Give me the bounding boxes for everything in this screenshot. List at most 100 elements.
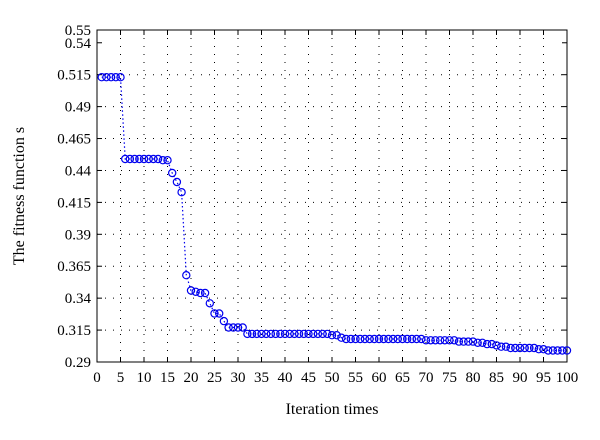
x-tick-label: 75	[442, 370, 457, 386]
data-point	[497, 342, 506, 351]
x-tick-label: 100	[556, 370, 579, 386]
y-tick-label: 0.465	[57, 132, 91, 148]
data-point	[487, 339, 496, 349]
y-tick-label: 0.55	[65, 23, 91, 39]
data-point	[539, 345, 548, 354]
y-tick-label: 0.365	[57, 259, 91, 275]
data-point	[341, 334, 351, 344]
data-point	[478, 338, 487, 347]
data-point	[280, 329, 290, 339]
data-point	[243, 329, 252, 339]
data-point	[365, 334, 374, 344]
data-point	[511, 343, 520, 353]
data-point	[276, 329, 285, 339]
data-point	[233, 323, 243, 332]
data-point	[186, 286, 196, 295]
data-point	[529, 343, 539, 353]
data-point	[177, 187, 186, 197]
data-point	[426, 336, 435, 345]
data-point	[520, 343, 529, 353]
data-point	[370, 334, 379, 344]
x-tick-label: 0	[93, 370, 101, 386]
data-point	[318, 329, 327, 339]
data-point	[548, 346, 558, 355]
y-tick-label: 0.415	[57, 195, 91, 211]
data-point	[417, 334, 426, 344]
data-point	[525, 343, 534, 353]
y-tick-label: 0.515	[57, 68, 91, 84]
data-point	[464, 337, 473, 346]
x-tick-label: 55	[348, 370, 363, 386]
data-point	[393, 334, 402, 344]
data-point	[149, 154, 158, 164]
y-tick-label: 0.39	[65, 227, 91, 243]
data-point	[130, 154, 139, 164]
data-point	[313, 329, 323, 339]
data-point	[407, 334, 417, 344]
y-tick-label: 0.29	[65, 355, 91, 371]
x-tick-label: 90	[513, 370, 528, 386]
x-tick-label: 5	[117, 370, 125, 386]
y-tick-label: 0.44	[65, 163, 92, 179]
x-tick-label: 50	[325, 370, 340, 386]
data-point	[163, 155, 172, 165]
data-point	[506, 343, 515, 353]
data-point	[139, 154, 149, 164]
series-line	[101, 76, 567, 352]
y-tick-label: 0.315	[57, 323, 91, 339]
data-point	[299, 329, 308, 339]
data-point	[262, 329, 271, 339]
data-point	[473, 338, 482, 347]
data-point	[285, 329, 294, 339]
data-point	[337, 333, 346, 342]
y-axis: 0.29 0.315 0.34 0.365 0.39 0.415 0.44 0.465 0.49…	[57, 23, 567, 371]
data-point	[445, 336, 454, 345]
data-point	[450, 336, 459, 345]
data-point	[271, 329, 280, 339]
data-point	[200, 288, 210, 298]
data-point	[266, 329, 276, 339]
x-axis-title: Iteration times	[286, 401, 379, 418]
x-tick-label: 65	[395, 370, 410, 386]
data-point	[360, 334, 370, 344]
x-axis: 0 5 10 15 20 25 30 35 40 45 50 55 60 65 70 75 80 85 90 95 10…	[93, 30, 578, 386]
plot-frame	[96, 29, 568, 363]
x-tick-label: 15	[160, 370, 175, 386]
data-point	[294, 329, 304, 339]
data-point	[482, 339, 492, 349]
y-tick-label: 0.54	[65, 36, 92, 52]
data-point	[290, 329, 299, 339]
data-point	[167, 168, 177, 178]
x-tick-label: 70	[419, 370, 434, 386]
data-point	[304, 329, 313, 339]
data-point	[111, 72, 121, 82]
data-point	[332, 331, 341, 340]
data-point	[172, 177, 182, 187]
data-point	[412, 334, 421, 344]
data-point	[153, 154, 163, 164]
data-point	[403, 334, 412, 344]
data-point	[544, 346, 553, 355]
x-tick-label: 85	[489, 370, 504, 386]
data-point	[553, 346, 562, 355]
data-point	[191, 287, 200, 296]
data-point	[468, 337, 478, 346]
data-point	[214, 309, 224, 318]
y-axis-title: The fitness function s	[11, 127, 28, 265]
data-point	[224, 323, 233, 332]
x-tick-label: 10	[137, 370, 152, 386]
data-point	[97, 72, 106, 82]
data-point	[515, 343, 525, 353]
y-tick-label: 0.49	[65, 100, 91, 116]
data-point	[501, 342, 511, 351]
data-point	[219, 316, 229, 326]
data-point	[431, 336, 440, 345]
data-point	[351, 334, 360, 344]
data-point	[356, 334, 365, 344]
data-point	[398, 334, 407, 344]
data-point	[562, 346, 572, 355]
data-point	[106, 72, 116, 82]
data-point	[384, 334, 393, 344]
